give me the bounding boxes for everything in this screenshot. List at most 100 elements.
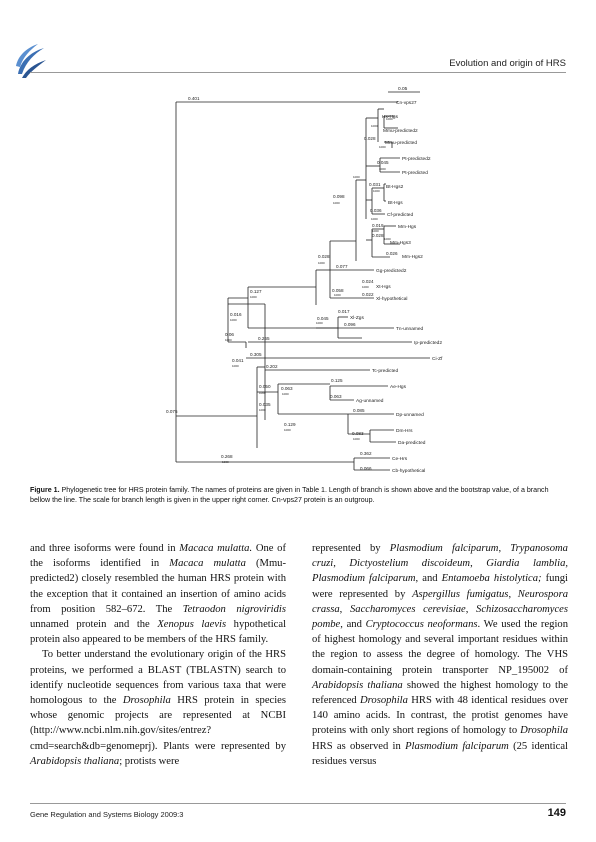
text-run: One of the isoforms identified in [30,543,286,570]
branch-length: 0.063 [281,386,293,391]
branch-length: 0.085 [353,408,365,413]
tree-leaf: Tn-unnamed [396,326,424,332]
running-title: Evolution and origin of HRS [449,58,566,69]
italic-text: Entamoeba histolytica; [441,573,542,585]
bootstrap-value: 1000 [318,261,325,265]
figure-caption: Figure 1. Phylogenetic tree for HRS prot… [30,486,566,506]
tree-leaf: Bt-Hgs [388,200,403,206]
bootstrap-value: 1000 [373,189,380,193]
tree-leaf: Dp-unnamed [396,412,424,418]
branch-length: 0.028 [318,254,330,259]
bootstrap-value: 1000 [250,295,257,299]
branch-length: 0.066 [360,466,372,471]
text-run: fungi were represented by [312,573,568,600]
branch-length: 0.125 [331,378,343,383]
footer-rule [30,803,566,804]
branch-length: 0.06 [225,332,234,337]
bootstrap-value: 1000 [362,285,369,289]
page-number: 149 [547,807,566,819]
bootstrap-value: 1000 [259,391,266,395]
italic-text: Xenopus laevis [157,619,227,631]
text-run: represented by [312,543,390,554]
italic-text: Drosophila [122,695,171,707]
bootstrap-value: 1000 [230,318,237,322]
branch-length: 0.063 [330,394,342,399]
bootstrap-value: 1000 [371,217,378,221]
scale-value: 0.05 [398,86,408,92]
branch-length: 0.017 [338,309,350,314]
branch-length: 0.031 [369,182,381,187]
italic-text: Cryptococcus neoformans [365,619,478,631]
italic-text: Giardia lamblia, [486,558,569,570]
branch-length: 0.045 [317,316,329,321]
journal-footer: Gene Regulation and Systems Biology 2009… [30,810,184,819]
tree-leaf: Ci-Zf [432,356,443,362]
text-run: and three isoforms were found in [30,543,180,554]
branch-length: 0.058 [332,288,344,293]
text-run: unnamed protein and the [30,619,158,631]
figure-label: Figure 1. [30,486,60,494]
tree-leaf: Mmu-predicted [385,140,417,146]
italic-text: Arabidopsis thaliana [312,679,403,691]
bootstrap-value: 1000 [316,321,323,325]
paragraph: represented by Plasmodium falciparum, Tr… [312,541,568,769]
bootstrap-value: 1000 [282,392,289,396]
branch-length: 0.202 [266,364,278,369]
tree-leaf: Xl-Zgs [350,315,364,321]
branch-length: 0.028 [372,233,384,238]
branch-length: 0.265 [258,336,270,341]
branch-length: 0.028 [364,136,376,141]
tree-leaf: Hs-Hgs [382,114,399,120]
branch-length: 0.401 [188,96,200,101]
branch-length: 0.129 [284,422,296,427]
branch-length: 0.305 [250,352,262,357]
tree-leaf: Mm-Hgs3 [390,240,411,246]
text-run: ; protists were [119,755,180,767]
tree-leaf: Ip-predicted2 [414,340,442,346]
text-run: , [498,543,511,554]
tree-leaf: Pt-predicted2 [402,156,431,162]
bootstrap-value: 1000 [232,364,239,368]
text-run: , [470,558,487,570]
text-run: HRS protein in species whose genomic pro… [30,695,287,752]
leaf-outgroup: Cn-vps27 [396,100,417,106]
tree-leaf: Mmu-predicted2 [383,128,418,134]
italic-text: Macaca mulatta [169,558,246,570]
branch-length: 0.096 [344,322,356,327]
italic-text: Neurospora crassa [312,588,569,615]
tree-leaf: Cf-predicted [387,212,413,218]
text-run: , and [340,619,366,631]
tree-leaf: Bt-Hgs2 [386,184,404,190]
branch-length: 0.362 [360,451,372,456]
text-run: hypothetical protein also appeared to be… [30,619,287,646]
bootstrap-value: 1000 [372,229,379,233]
italic-text: Tetraodon nigroviridis [182,603,286,615]
text-run: (25 identical residues versus [312,740,568,767]
branch-length: 0.024 [362,279,374,284]
italic-text: Dictyostelium discoideum [349,558,471,570]
bootstrap-value: 1000 [384,237,391,241]
bootstrap-value: 1000 [334,293,341,297]
branch-length: 0.016 [230,312,242,317]
paragraph: To better understand the evolutionary or… [30,647,286,769]
italic-text: Plasmodium falciparum [389,543,499,554]
branch-length: 0.022 [362,292,374,297]
text-run: , [333,558,350,570]
text-run: HRS as observed in [312,740,406,752]
tree-leaf: Tc-predicted [372,368,398,374]
text-run: HRS with 48 identical residues over 140 … [312,695,568,737]
tree-leaf: Da-predicted [398,440,426,446]
text-run: , [508,588,518,600]
branch-length: 0.075 [166,409,178,414]
bootstrap-value: 1000 [225,338,232,342]
text-run: , [465,603,477,615]
bootstrap-value: 1000 [333,201,340,205]
branch-length: 0.098 [333,194,345,199]
bootstrap-value: 1000 [353,437,360,441]
italic-text: Drosophila [520,725,568,737]
tree-leaf: Mm-Hgs [398,224,417,230]
bootstrap-value: 1000 [379,145,386,149]
branch-length: 0.035 [259,402,271,407]
caption-text: Phylogenetic tree for HRS protein family… [30,486,549,504]
journal-logo [16,44,46,78]
